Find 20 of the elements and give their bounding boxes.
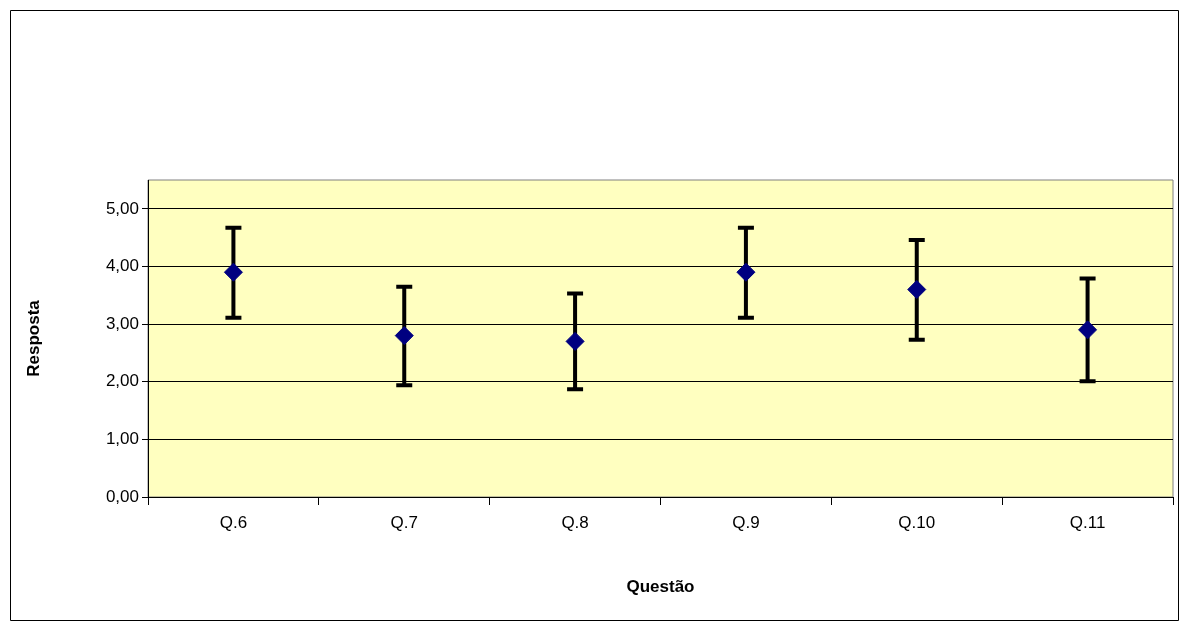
point [736,262,756,282]
y-axis-title: Resposta [23,299,43,377]
point [223,262,243,282]
x-axis-title: Questão [626,577,695,597]
x-tick-label: Q.9 [732,512,760,532]
y-tick-label: 1,00 [105,429,139,449]
y-tick-label: 2,00 [105,371,139,391]
x-tick-label: Q.10 [898,512,936,532]
x-tick-label: Q.11 [1069,512,1106,532]
y-tick-label: 3,00 [105,313,139,333]
y-tick-label: 4,00 [105,256,139,276]
y-tick-label: 0,00 [105,486,139,506]
point [1078,320,1098,340]
x-tick-label: Q.6 [219,512,248,532]
point [394,326,414,346]
x-tick-label: Q.8 [561,512,589,532]
y-tick-label: 5,00 [105,198,139,218]
x-tick-label: Q.7 [390,512,418,532]
point [907,280,927,300]
point [565,331,585,351]
